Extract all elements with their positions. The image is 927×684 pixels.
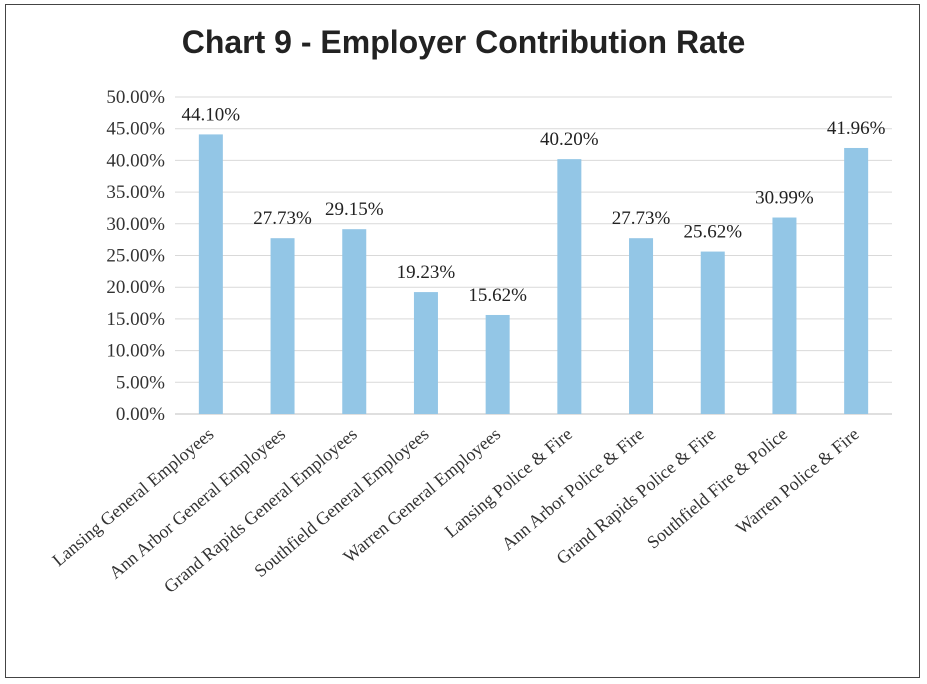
bar	[198, 134, 223, 414]
x-tick-label: Ann Arbor Police & Fire	[498, 424, 648, 554]
data-label: 27.73%	[612, 208, 671, 229]
bar	[342, 229, 367, 414]
y-tick-label: 10.00%	[106, 341, 165, 362]
x-tick-label: Lansing Police & Fire	[441, 424, 576, 542]
bar	[557, 159, 582, 414]
data-label: 44.10%	[182, 104, 241, 125]
y-tick-label: 45.00%	[106, 119, 165, 140]
y-tick-label: 5.00%	[116, 372, 165, 393]
bar	[844, 147, 869, 414]
y-tick-label: 20.00%	[106, 277, 165, 298]
bar	[629, 238, 654, 414]
y-tick-label: 15.00%	[106, 309, 165, 330]
bar	[413, 292, 438, 414]
bar	[270, 238, 295, 414]
y-tick-label: 40.00%	[106, 150, 165, 171]
data-label: 30.99%	[755, 188, 814, 209]
x-tick-label: Warren Police & Fire	[732, 424, 863, 538]
bar	[772, 217, 797, 414]
y-tick-label: 50.00%	[106, 87, 165, 108]
y-tick-label: 35.00%	[106, 182, 165, 203]
data-label: 41.96%	[827, 118, 886, 139]
data-label: 27.73%	[253, 208, 312, 229]
chart-frame	[5, 4, 920, 678]
chart-title: Chart 9 - Employer Contribution Rate	[181, 24, 746, 60]
x-tick-label: Southfield Fire & Police	[643, 424, 791, 553]
data-label: 19.23%	[397, 262, 456, 283]
data-label: 25.62%	[683, 222, 742, 243]
y-tick-label: 25.00%	[106, 246, 165, 267]
data-label: 15.62%	[468, 285, 527, 306]
bar	[700, 251, 725, 414]
data-label: 29.15%	[325, 199, 384, 220]
y-tick-label: 30.00%	[106, 214, 165, 235]
y-tick-label: 0.00%	[116, 404, 165, 425]
bar	[485, 314, 510, 414]
data-label: 40.20%	[540, 129, 599, 150]
